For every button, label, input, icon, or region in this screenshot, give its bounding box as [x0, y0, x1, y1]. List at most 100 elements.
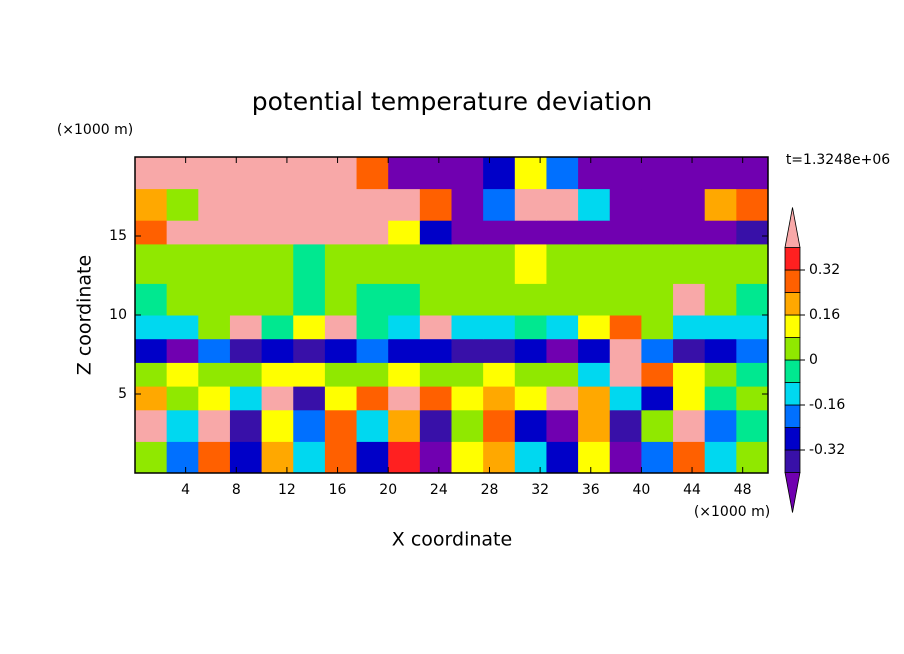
- y-tick-label: 15: [109, 228, 127, 244]
- chart-title: potential temperature deviation: [252, 87, 652, 116]
- contour-cell: [293, 338, 326, 363]
- contour-cell: [514, 441, 547, 474]
- contour-cell: [293, 283, 326, 316]
- contour-cell: [483, 315, 516, 340]
- contour-cell: [356, 338, 389, 363]
- contour-cell: [293, 315, 326, 340]
- contour-cell: [229, 409, 263, 442]
- contour-cell: [483, 243, 516, 284]
- contour-cell: [135, 338, 168, 363]
- contour-cell: [324, 243, 358, 284]
- contour-cell: [514, 338, 547, 363]
- contour-cell: [135, 283, 168, 316]
- contour-cell: [419, 157, 452, 190]
- contour-cell: [261, 243, 294, 284]
- contour-cell: [514, 409, 547, 442]
- contour-cell: [198, 188, 231, 221]
- contour-cell: [609, 220, 642, 245]
- contour-cell: [641, 220, 674, 245]
- contour-cell: [324, 409, 358, 442]
- x-tick-label: 24: [430, 482, 448, 498]
- contour-cell: [673, 188, 706, 221]
- contour-cell: [451, 441, 484, 474]
- contour-cell: [641, 362, 674, 387]
- contour-cell: [388, 386, 421, 411]
- contour-cell: [641, 338, 674, 363]
- contour-cell: [229, 386, 263, 411]
- contour-cell: [514, 315, 547, 340]
- contour-cell: [388, 243, 421, 284]
- contour-cell: [166, 157, 199, 190]
- contour-cell: [261, 188, 294, 221]
- contour-cell: [356, 315, 389, 340]
- contour-cell: [704, 409, 737, 442]
- contour-cell: [673, 283, 706, 316]
- contour-cell: [704, 315, 737, 340]
- time-annotation: t=1.3248e+06: [786, 152, 890, 168]
- contour-cell: [451, 283, 484, 316]
- contour-cell: [388, 338, 421, 363]
- contour-cell: [704, 338, 737, 363]
- x-tick-label: 40: [632, 482, 650, 498]
- x-unit: (×1000 m): [694, 504, 770, 520]
- contour-cell: [166, 188, 199, 221]
- contour-cell: [356, 386, 389, 411]
- contour-cell: [546, 338, 579, 363]
- contour-cell: [546, 362, 579, 387]
- contour-cell: [135, 315, 168, 340]
- contour-cell: [546, 409, 579, 442]
- contour-cell: [641, 188, 674, 221]
- contour-cell: [704, 386, 737, 411]
- colorbar-box: [784, 427, 801, 451]
- colorbar-box: [784, 314, 801, 338]
- contour-cell: [419, 220, 452, 245]
- contour-field: [135, 157, 769, 474]
- contour-cell: [419, 386, 452, 411]
- contour-cell: [609, 362, 642, 387]
- contour-cell: [578, 386, 611, 411]
- contour-cell: [419, 243, 452, 284]
- contour-cell: [483, 362, 516, 387]
- contour-cell: [609, 315, 642, 340]
- y-tick-label: 5: [118, 386, 127, 402]
- contour-cell: [293, 441, 326, 474]
- contour-cell: [229, 283, 263, 316]
- contour-cell: [324, 362, 358, 387]
- contour-cell: [546, 386, 579, 411]
- contour-cell: [641, 157, 674, 190]
- contour-cell: [356, 283, 389, 316]
- contour-cell: [609, 338, 642, 363]
- contour-cell: [546, 157, 579, 190]
- contour-cell: [673, 338, 706, 363]
- contour-cell: [578, 283, 611, 316]
- contour-cell: [514, 157, 547, 190]
- contour-cell: [483, 338, 516, 363]
- y-tick-label: 10: [109, 307, 127, 323]
- contour-cell: [578, 338, 611, 363]
- contour-cell: [704, 220, 737, 245]
- contour-cell: [419, 338, 452, 363]
- contour-cell: [356, 220, 389, 245]
- contour-cell: [673, 441, 706, 474]
- contour-cell: [451, 362, 484, 387]
- contour-cell: [135, 441, 168, 474]
- contour-cell: [578, 157, 611, 190]
- colorbar-box: [784, 292, 801, 316]
- contour-cell: [388, 220, 421, 245]
- contour-cell: [229, 157, 263, 190]
- contour-cell: [704, 283, 737, 316]
- contour-cell: [673, 386, 706, 411]
- contour-cell: [198, 157, 231, 190]
- contour-cell: [451, 386, 484, 411]
- contour-cell: [704, 243, 737, 284]
- contour-cell: [736, 362, 769, 387]
- contour-cell: [135, 409, 168, 442]
- contour-cell: [419, 283, 452, 316]
- x-tick-label: 32: [531, 482, 549, 498]
- x-tick-label: 4: [181, 482, 190, 498]
- contour-cell: [229, 220, 263, 245]
- contour-cell: [514, 283, 547, 316]
- contour-cell: [166, 386, 199, 411]
- contour-cell: [419, 409, 452, 442]
